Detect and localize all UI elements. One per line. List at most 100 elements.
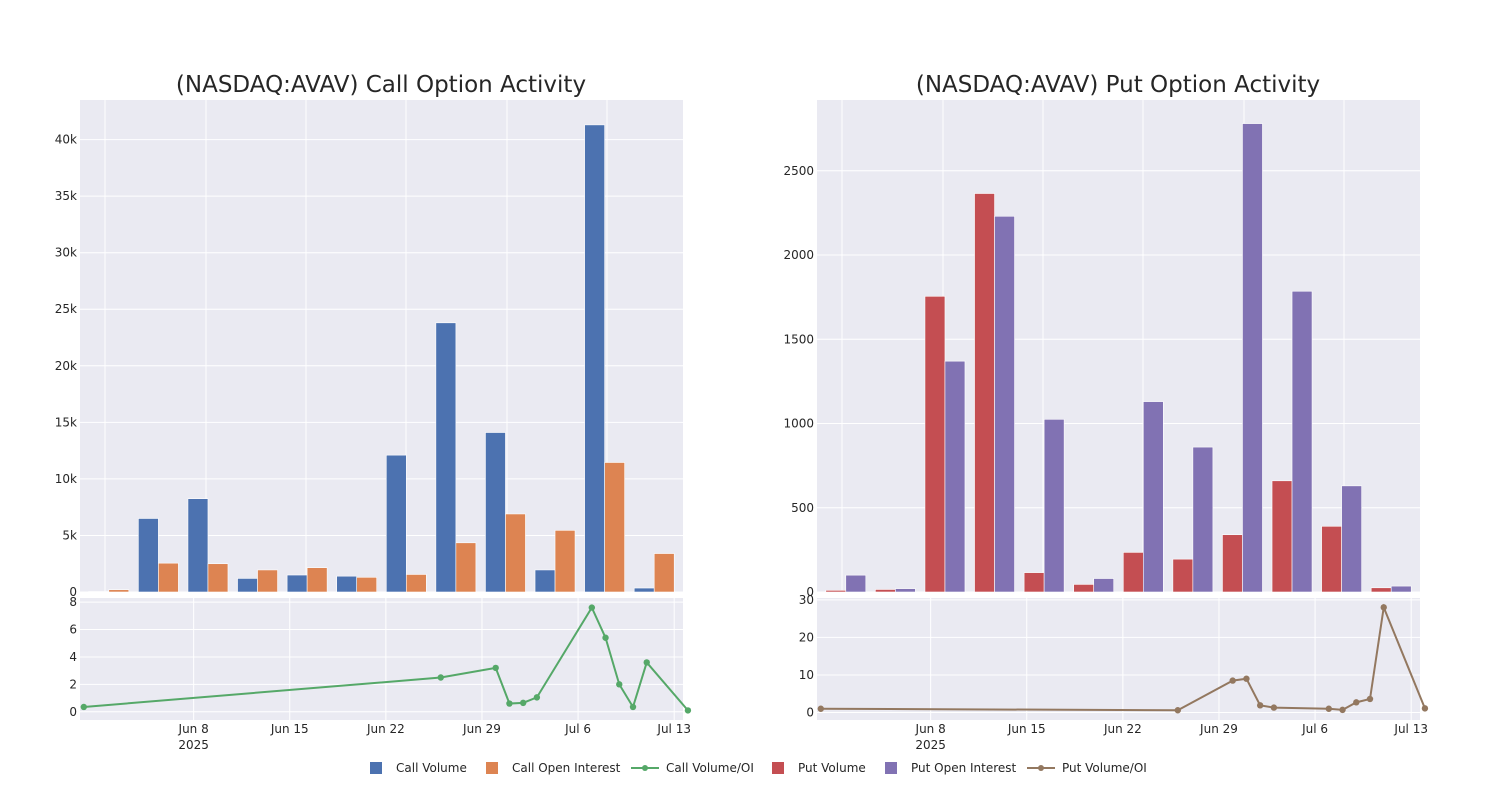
put-x-tick-label: Jun 8 [915,722,946,736]
put-volume-bar [1321,525,1342,593]
put-open-interest-bar [1291,290,1313,593]
put-open-interest-bar [1043,418,1065,593]
call-ratio-y-tick-label: 8 [69,595,77,609]
call-x-tick-label: Jul 13 [656,722,691,736]
call-x-tick-label: Jun 22 [366,722,405,736]
put-ratio-point [1339,706,1346,714]
call-volume-bar [88,591,110,593]
call-open-interest-bar [207,563,229,593]
put-volume-bar [1370,587,1392,593]
call-ratio-y-tick-label: 6 [69,623,77,637]
put-ratio-point [1353,699,1360,706]
put-open-interest-bar [1242,123,1263,593]
put-open-interest-bar [895,588,916,593]
put-ratio-point [1380,604,1387,611]
put-open-interest-bar [845,574,867,593]
call-ratio-y-tick-label: 4 [69,650,77,664]
call-volume-bar [187,498,209,593]
call-open-interest-bar [257,569,278,593]
put-x-tick-label: Jun 22 [1103,722,1142,736]
call-volume-bar [385,454,407,593]
call-y-tick-label: 25k [55,302,77,316]
put-ratio-point [817,705,824,712]
put-ratio-point [1256,702,1264,709]
put-y-tick-label: 1500 [783,332,814,346]
put-y-tick-labels: 0 500 1000 1500 2000 2500 [783,164,814,599]
call-y-tick-label: 20k [55,359,77,373]
call-y-tick-label: 40k [55,133,77,147]
put-x-tick-label: Jul 13 [1393,722,1428,736]
call-volume-bar [336,575,358,593]
call-open-interest-bar [306,567,328,593]
call-volume-bar [435,322,457,593]
put-y-tick-label: 2500 [783,164,814,178]
call-y-tick-label: 10k [55,472,77,486]
call-ratio-line [80,604,692,714]
put-open-interest-bar [1192,446,1214,593]
put-ratio-y-tick-label: 0 [806,705,814,719]
put-ratio-y-tick-label: 10 [799,668,814,682]
call-ratio-point [643,659,650,666]
call-open-interest-bar [554,530,576,593]
put-ratio-plot-area [817,598,1420,720]
put-volume-bar [924,295,946,593]
put-open-interest-bar [1142,401,1164,593]
call-ratio-y-tick-label: 2 [69,677,77,691]
call-y-tick-label: 15k [55,415,77,429]
call-ratio-point [684,707,692,714]
put-ratio-point [1229,677,1236,684]
put-ratio-polyline [820,603,1426,712]
call-open-interest-bar [405,574,427,593]
put-open-interest-bar [1093,578,1115,593]
legend-marker-put-ratio [1038,765,1044,771]
call-x-year-label: 2025 [178,738,209,752]
call-volume-bar [584,124,605,593]
put-ratio-point [1325,705,1333,712]
put-y-tick-label: 500 [791,501,814,515]
call-volume-bar [633,587,655,593]
call-open-interest-bar [604,462,625,593]
put-ratio-y-tick-label: 30 [799,593,814,607]
legend-label-call-oi: Call Open Interest [512,761,621,775]
legend-label-put-oi: Put Open Interest [911,761,1017,775]
put-y-tick-label: 0 [806,585,814,599]
put-chart-title: (NASDAQ:AVAV) Put Option Activity [916,72,1320,98]
call-ratio-point [533,694,541,701]
legend-swatch-put-oi [885,762,897,774]
call-volume-bar [485,432,506,593]
call-x-tick-labels: Jun 8 Jun 15 Jun 22 Jun 29 Jul 6 Jul 13 2025 [178,722,691,752]
put-x-tick-label: Jul 6 [1301,722,1328,736]
put-volume-bar [1271,480,1293,593]
put-y-tick-label: 2000 [783,248,814,262]
call-ratio-y-tick-labels: 0 2 4 6 8 [69,595,77,719]
put-bars [825,123,1412,593]
put-volume-bar [825,590,847,593]
put-open-interest-bar [994,215,1015,593]
call-open-interest-bar [356,576,378,593]
call-y-tick-label: 30k [55,246,77,260]
call-open-interest-bar [158,562,179,593]
call-y-tick-labels: 0 5k 10k 15k 20k 25k 30k 35k 40k [55,133,77,599]
put-volume-bar [1023,572,1045,593]
call-bar-plot-area [80,100,683,592]
call-ratio-point [492,664,499,672]
legend-label-put-volume: Put Volume [798,761,866,775]
call-ratio-point [506,700,513,707]
call-bars [88,124,675,593]
call-x-tick-label: Jun 29 [462,722,501,736]
put-x-tick-labels: Jun 8 Jun 15 Jun 22 Jun 29 Jul 6 Jul 13 2025 [915,722,1428,752]
put-open-interest-bar [1390,585,1412,593]
put-volume-bar [974,193,995,593]
call-y-tick-label: 35k [55,189,77,203]
call-ratio-polyline [83,605,689,712]
put-volume-bar [1222,534,1243,593]
call-open-interest-bar [653,553,675,593]
put-ratio-point [1174,707,1181,714]
put-option-panel: (NASDAQ:AVAV) Put Option Activity 0 500 10… [783,72,1429,752]
call-open-interest-bar [108,589,130,593]
call-ratio-point [629,703,637,711]
call-ratio-point [437,674,444,681]
call-y-tick-label: 0 [69,585,77,599]
call-x-tick-label: Jun 8 [178,722,209,736]
